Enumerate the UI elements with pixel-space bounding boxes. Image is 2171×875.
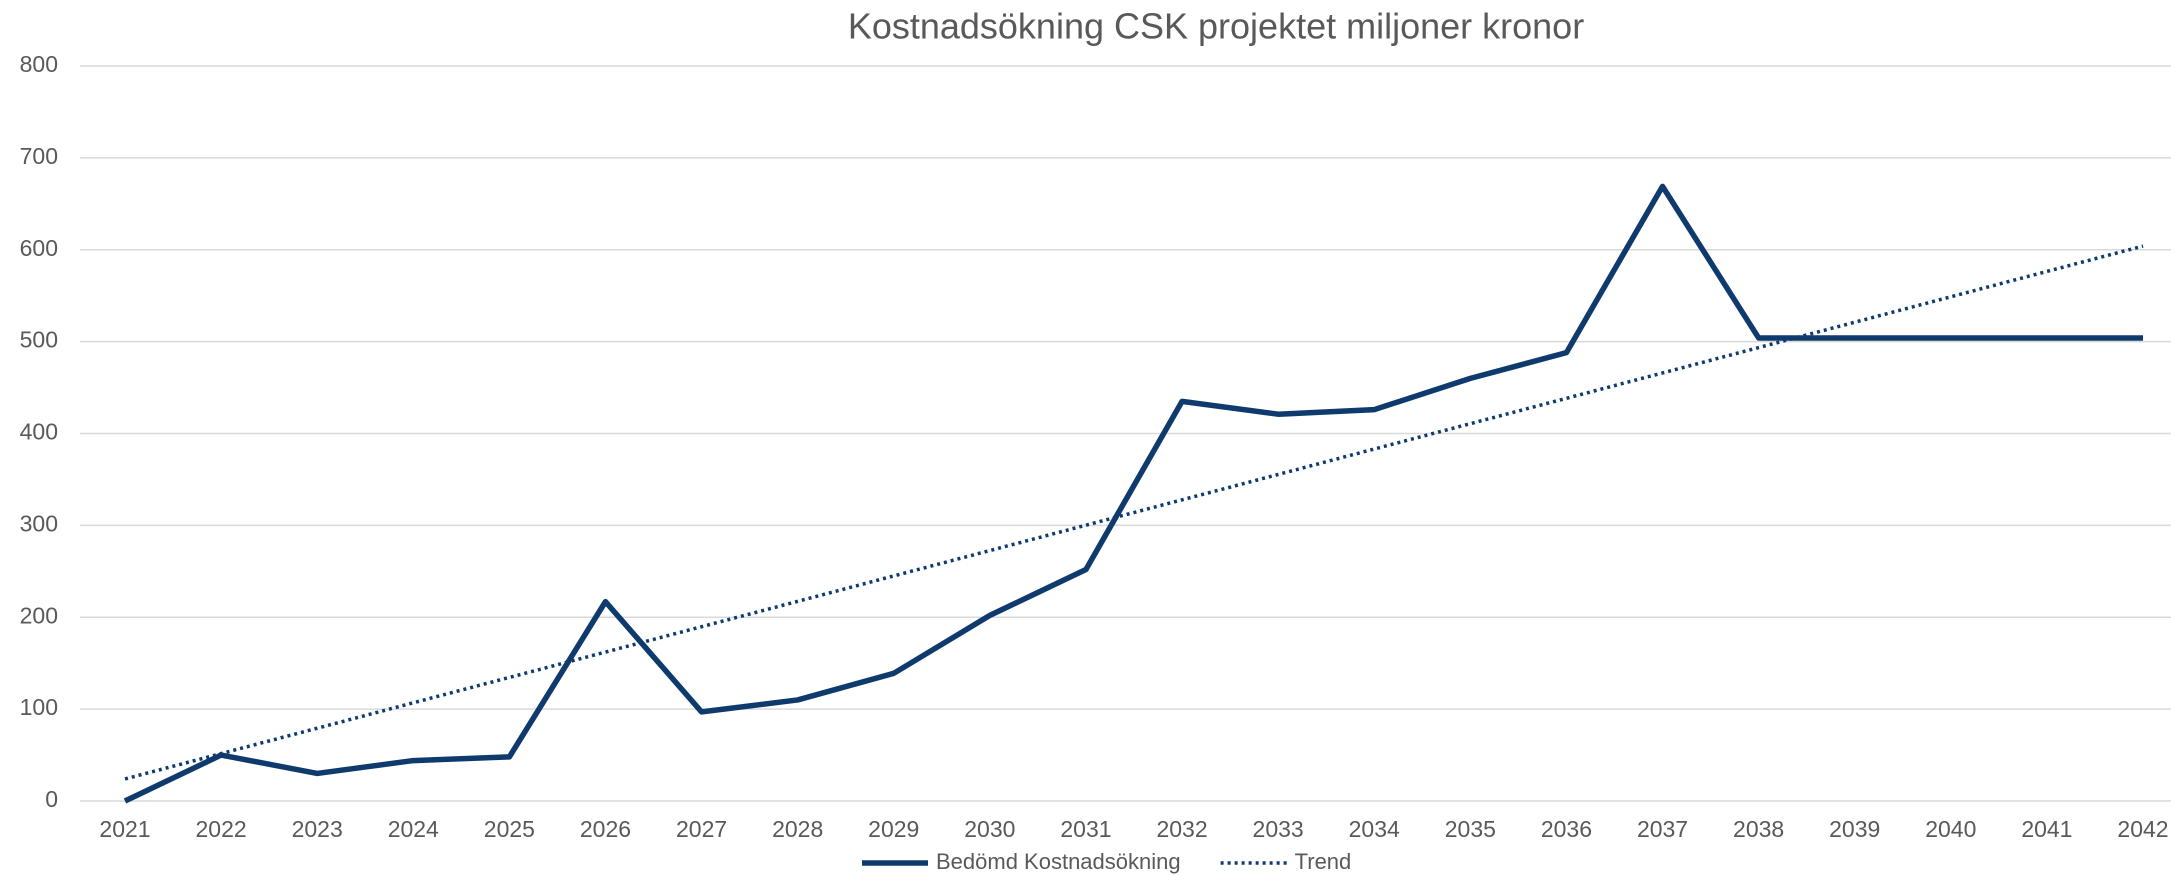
x-tick-label: 2029 bbox=[868, 816, 919, 842]
y-tick-label: 100 bbox=[20, 694, 58, 720]
y-tick-label: 600 bbox=[20, 235, 58, 261]
x-tick-label: 2042 bbox=[2117, 816, 2168, 842]
x-tick-label: 2037 bbox=[1637, 816, 1688, 842]
x-tick-label: 2022 bbox=[196, 816, 247, 842]
x-tick-label: 2025 bbox=[484, 816, 535, 842]
x-tick-label: 2035 bbox=[1445, 816, 1496, 842]
y-tick-label: 0 bbox=[45, 786, 58, 812]
x-tick-label: 2027 bbox=[676, 816, 727, 842]
x-tick-label: 2038 bbox=[1733, 816, 1784, 842]
x-tick-label: 2021 bbox=[99, 816, 150, 842]
y-tick-label: 800 bbox=[20, 51, 58, 77]
line-series bbox=[123, 183, 2143, 804]
y-tick-label: 200 bbox=[20, 602, 58, 628]
y-tick-label: 300 bbox=[20, 510, 58, 536]
x-tick-label: 2041 bbox=[2021, 816, 2072, 842]
y-tick-label: 400 bbox=[20, 419, 58, 445]
y-tick-label: 700 bbox=[20, 143, 58, 169]
legend-label: Bedömd Kostnadsökning bbox=[936, 849, 1181, 874]
x-tick-label: 2032 bbox=[1156, 816, 1207, 842]
legend-label: Trend bbox=[1295, 849, 1352, 874]
y-tick-label: 500 bbox=[20, 327, 58, 353]
x-tick-label: 2036 bbox=[1541, 816, 1592, 842]
x-tick-label: 2040 bbox=[1925, 816, 1976, 842]
x-tick-label: 2039 bbox=[1829, 816, 1880, 842]
x-tick-label: 2030 bbox=[964, 816, 1015, 842]
chart-title: Kostnadsökning CSK projektet miljoner kr… bbox=[848, 6, 1584, 47]
x-tick-label: 2026 bbox=[580, 816, 631, 842]
x-tick-label: 2033 bbox=[1253, 816, 1304, 842]
x-tick-label: 2024 bbox=[388, 816, 439, 842]
x-tick-label: 2028 bbox=[772, 816, 823, 842]
x-tick-label: 2034 bbox=[1349, 816, 1400, 842]
line-series bbox=[124, 244, 2144, 781]
x-tick-label: 2031 bbox=[1060, 816, 1111, 842]
x-tick-label: 2023 bbox=[292, 816, 343, 842]
